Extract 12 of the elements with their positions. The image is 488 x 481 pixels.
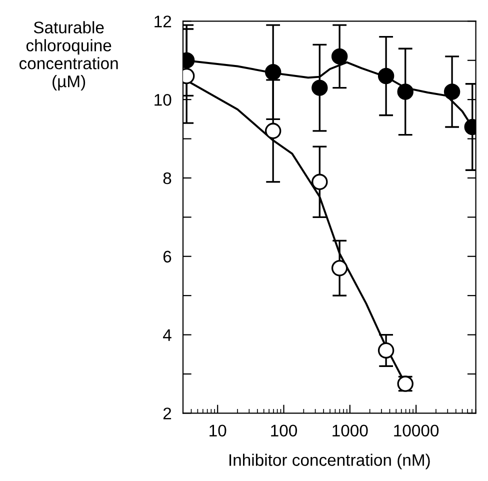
x-tick-label: 10000 [394, 424, 439, 437]
x-tick-label: 10 [210, 424, 226, 437]
y-tick-label: 4 [163, 329, 172, 341]
y-tick-label: 8 [163, 172, 172, 184]
x-tick-label: 1000 [332, 424, 368, 437]
x-axis-title: Inhibitor concentration (nM) [230, 454, 430, 470]
y-tick-label: 10 [154, 94, 172, 106]
y-tick-label: 2 [163, 408, 172, 420]
x-tick-label: 100 [271, 424, 297, 437]
y-tick-label: 6 [163, 250, 172, 263]
y-axis-title: Saturable chloroquine concentration (µM) [19, 21, 118, 91]
y-tick-label: 12 [154, 16, 172, 28]
